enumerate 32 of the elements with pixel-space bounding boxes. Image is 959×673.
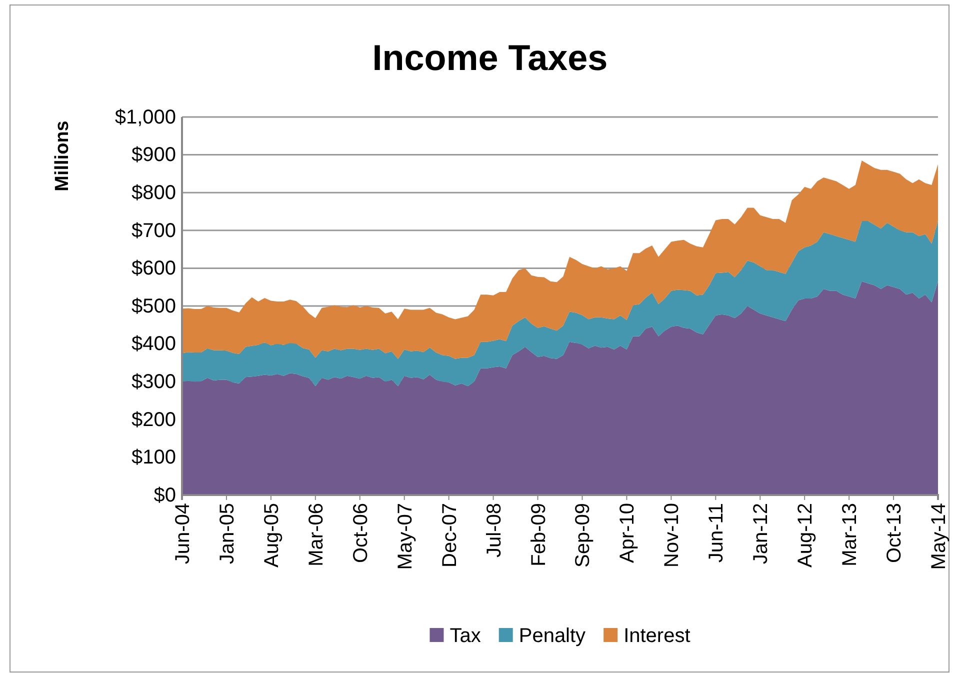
legend-label: Tax	[450, 625, 481, 647]
x-tick-label: May-07	[394, 503, 416, 570]
y-tick-label: $800	[132, 182, 176, 204]
chart-title: Income Taxes	[372, 37, 608, 78]
x-tick-label: Sep-09	[572, 503, 594, 568]
legend-label: Penalty	[518, 625, 586, 647]
y-tick-label: $100	[132, 446, 176, 469]
y-tick-label: $700	[132, 220, 176, 242]
x-tick-label: Aug-12	[794, 503, 817, 568]
x-tick-label: May-14	[928, 503, 950, 570]
x-tick-label: Nov-10	[661, 503, 684, 568]
x-tick-label: Aug-05	[260, 503, 283, 568]
y-axis-title: Millions	[52, 120, 73, 192]
x-tick-label: Oct-13	[884, 503, 906, 564]
y-tick-label: $400	[132, 333, 176, 356]
x-tick-label: Oct-06	[350, 503, 372, 564]
x-tick-label: Jan-12	[750, 503, 772, 564]
y-tick-label: $300	[132, 371, 176, 393]
x-tick-label: Dec-07	[438, 503, 461, 568]
y-tick-label: $500	[132, 295, 176, 318]
legend-label: Interest	[624, 625, 691, 647]
y-tick-label: $1,000	[114, 106, 176, 128]
x-tick-label: Mar-13	[839, 503, 862, 566]
x-tick-label: Jul-08	[483, 503, 506, 558]
x-tick-label: Mar-06	[305, 503, 328, 566]
y-tick-label: $200	[132, 408, 176, 431]
x-tick-label: Feb-09	[528, 503, 550, 566]
x-tick-label: Jun-11	[706, 503, 728, 563]
y-tick-label: $900	[132, 144, 176, 166]
x-tick-label: Jan-05	[216, 503, 238, 564]
x-tick-label: Apr-10	[616, 503, 639, 564]
y-tick-label: $600	[132, 258, 176, 280]
